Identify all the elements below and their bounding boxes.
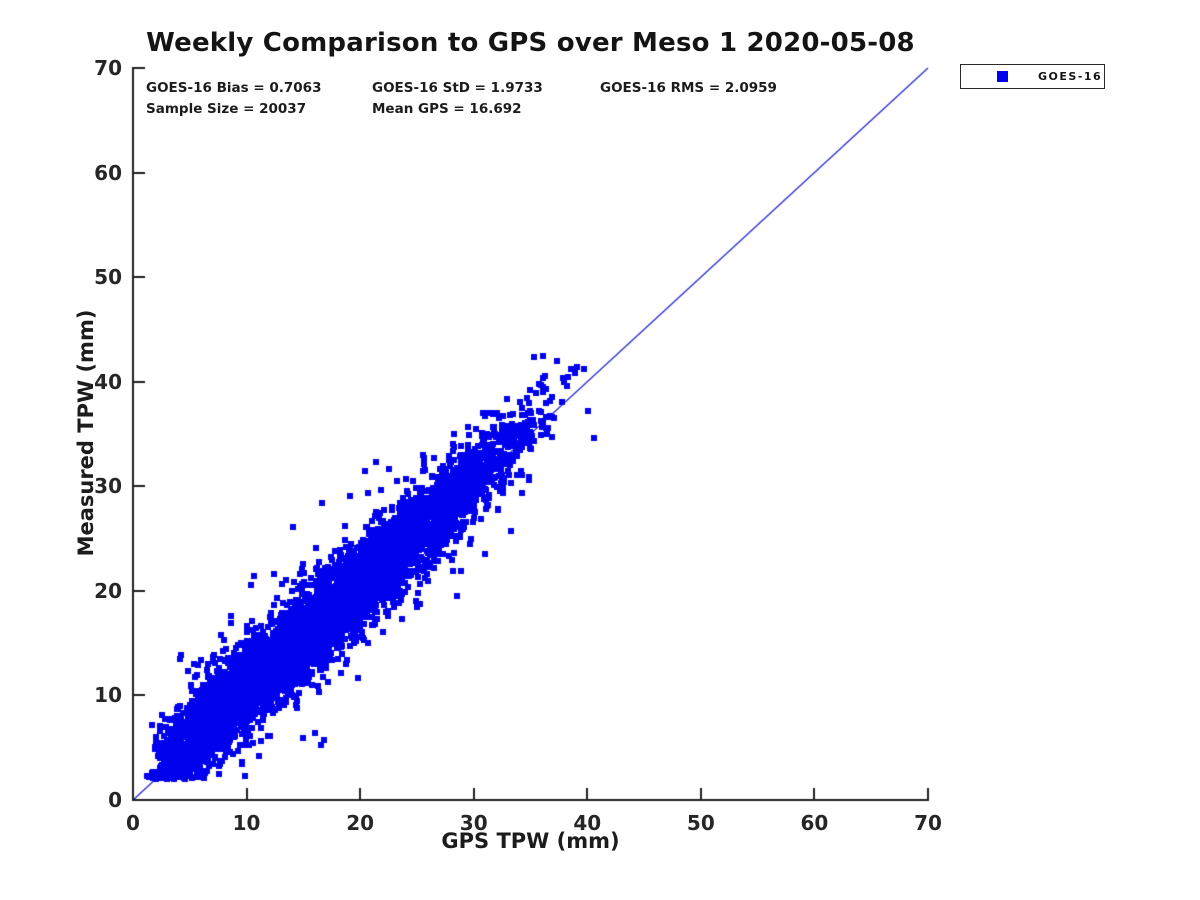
x-tick-label: 30 [459, 811, 488, 835]
legend-label: GOES-16 [1038, 70, 1103, 83]
y-tick-label: 0 [108, 788, 122, 812]
x-tick-label: 60 [800, 811, 829, 835]
y-tick-label: 30 [94, 474, 122, 499]
stat-sample-size: Sample Size = 20037 [146, 101, 307, 117]
y-tick-label: 40 [94, 369, 122, 394]
x-tick-label: 70 [914, 811, 942, 835]
x-tick-label: 40 [573, 811, 602, 835]
legend-square-marker-icon [997, 71, 1008, 82]
y-tick-label: 50 [94, 265, 122, 290]
legend: GOES-16 [960, 64, 1105, 89]
stat-std: GOES-16 StD = 1.9733 [372, 80, 543, 96]
stat-rms: GOES-16 RMS = 2.0959 [600, 80, 777, 96]
x-tick-label: 50 [686, 811, 715, 835]
y-tick-label: 70 [94, 56, 122, 80]
stat-bias: GOES-16 Bias = 0.7063 [146, 80, 322, 96]
x-axis-label: GPS TPW (mm) [441, 829, 620, 853]
y-tick-label: 20 [94, 578, 122, 603]
chart-title: Weekly Comparison to GPS over Meso 1 202… [146, 28, 915, 58]
x-tick-label: 10 [232, 811, 261, 835]
stat-mean-gps: Mean GPS = 16.692 [372, 101, 522, 117]
y-tick-label: 60 [94, 160, 122, 185]
x-tick-label: 20 [346, 811, 375, 835]
y-axis-label: Measured TPW (mm) [74, 309, 98, 557]
x-tick-label: 0 [126, 811, 140, 835]
y-tick-label: 10 [94, 683, 122, 708]
